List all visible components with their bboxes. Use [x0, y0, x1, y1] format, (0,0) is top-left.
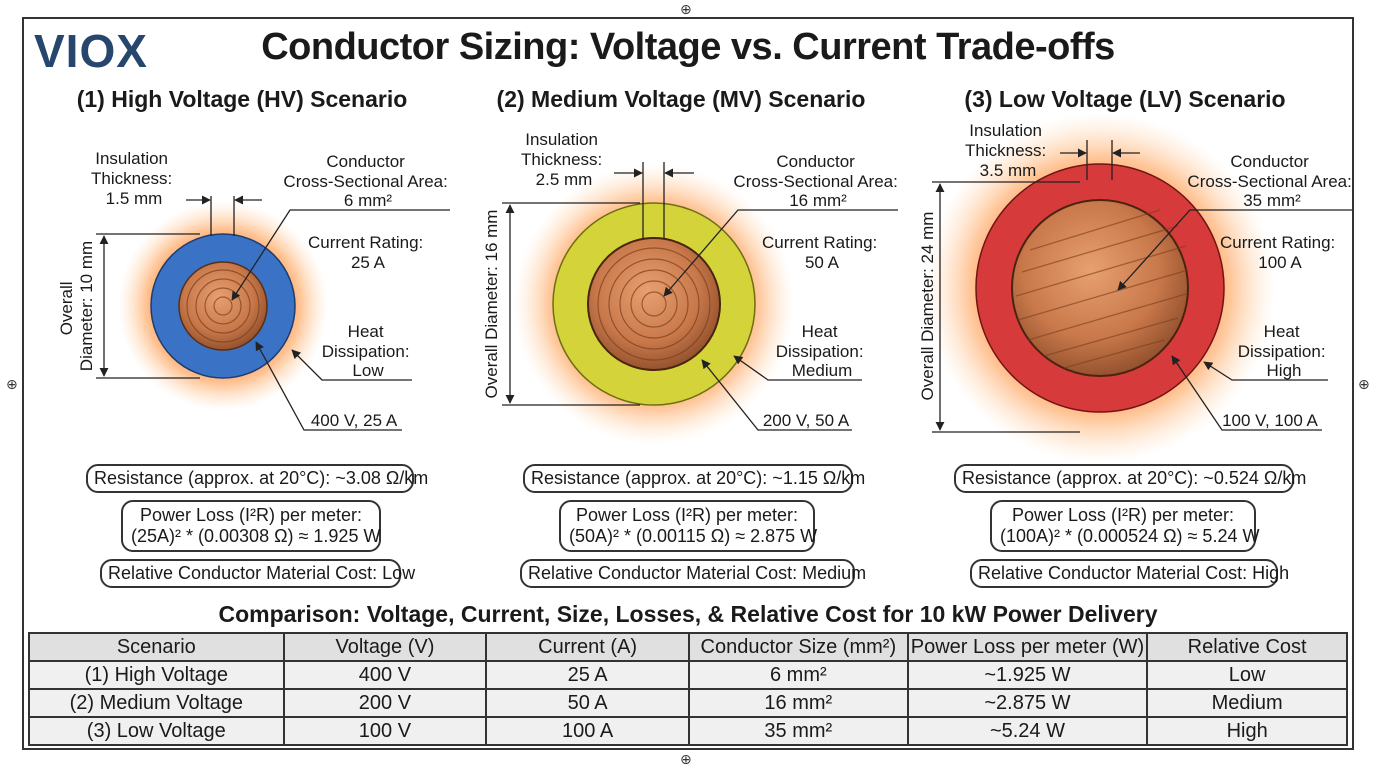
lv-power-loss-line1: Power Loss (I²R) per meter: [1011, 505, 1235, 525]
lv-conductor [1011, 199, 1189, 377]
cell-conductor-size: 35 mm² [687, 716, 909, 746]
page-title: Conductor Sizing: Voltage vs. Current Tr… [261, 26, 1115, 68]
hv-heat-label: Heat Dissipation: Low [322, 322, 415, 380]
cell-power-loss: ~2.875 W [906, 688, 1149, 718]
lv-diagram: Insulation Thickness: 3.5 mm Overall Dia… [918, 113, 1356, 463]
table-row: (2) Medium Voltage 200 V 50 A 16 mm² ~2.… [28, 688, 1348, 718]
mv-conductor [587, 237, 721, 371]
lv-power-loss: Power Loss (I²R) per meter: (100A)² * (0… [990, 500, 1260, 552]
cell-scenario: (1) High Voltage [28, 660, 285, 690]
mv-strands [597, 247, 711, 361]
cell-conductor-size: 16 mm² [687, 688, 909, 718]
cell-conductor-size: 6 mm² [687, 660, 909, 690]
cable-cross-section-diagrams: Insulation Thickness: 1.5 mm Overall Dia… [57, 113, 1356, 463]
cell-power-loss: ~5.24 W [906, 716, 1149, 746]
lv-material-cost: Relative Conductor Material Cost: High [970, 559, 1289, 588]
registration-mark-top: ⊕ [680, 1, 692, 17]
mv-scenario-title: (2) Medium Voltage (MV) Scenario [496, 86, 866, 112]
hv-diameter-label: Overall Diameter: 10 mm [57, 241, 96, 371]
cell-voltage: 400 V [282, 660, 488, 690]
header-power-loss: Power Loss per meter (W) [906, 632, 1149, 662]
cell-relative-cost: Medium [1146, 688, 1348, 718]
registration-mark-right: ⊕ [1358, 376, 1370, 392]
mv-diameter-label: Overall Diameter: 16 mm [482, 210, 501, 399]
mv-power-loss-line1: Power Loss (I²R) per meter: [575, 505, 799, 525]
cell-scenario: (3) Low Voltage [28, 716, 285, 746]
header-conductor-size: Conductor Size (mm²) [687, 632, 909, 662]
cell-current: 50 A [485, 688, 690, 718]
lv-diameter-label: Overall Diameter: 24 mm [918, 212, 937, 401]
mv-insulation-label: Insulation Thickness: 2.5 mm [521, 130, 607, 189]
cell-current: 100 A [485, 716, 690, 746]
mv-heat-label: Heat Dissipation: Medium [776, 322, 869, 380]
hv-power-loss-line2: (25A)² * (0.00308 Ω) ≈ 1.925 W [131, 526, 381, 546]
table-header-row: Scenario Voltage (V) Current (A) Conduct… [28, 632, 1348, 662]
mv-power-loss: Power Loss (I²R) per meter: (50A)² * (0.… [559, 500, 818, 552]
lv-power-loss-line2: (100A)² * (0.000524 Ω) ≈ 5.24 W [1000, 526, 1260, 546]
header-scenario: Scenario [28, 632, 285, 662]
lv-insulation-label: Insulation Thickness: 3.5 mm [965, 121, 1051, 180]
mv-diagram: Insulation Thickness: 2.5 mm Overall Dia… [482, 130, 902, 444]
mv-area-label: Conductor Cross-Sectional Area: 16 mm² [733, 152, 902, 210]
header-relative-cost: Relative Cost [1146, 632, 1348, 662]
cell-relative-cost: Low [1146, 660, 1348, 690]
cell-relative-cost: High [1146, 716, 1348, 746]
mv-material-cost: Relative Conductor Material Cost: Medium [520, 559, 866, 588]
registration-mark-bottom: ⊕ [680, 751, 692, 767]
cell-voltage: 100 V [282, 716, 488, 746]
table-row: (3) Low Voltage 100 V 100 A 35 mm² ~5.24… [28, 716, 1348, 746]
hv-strands [186, 269, 260, 343]
hv-current-label: Current Rating: 25 A [308, 233, 428, 272]
hv-operating-point: 400 V, 25 A [311, 411, 398, 430]
hv-resistance: Resistance (approx. at 20°C): ~3.08 Ω/km [86, 464, 428, 493]
comparison-title: Comparison: Voltage, Current, Size, Loss… [218, 601, 1158, 627]
lv-strands [1015, 209, 1189, 369]
lv-area-label: Conductor Cross-Sectional Area: 35 mm² [1187, 152, 1356, 210]
lv-resistance: Resistance (approx. at 20°C): ~0.524 Ω/k… [954, 464, 1306, 493]
mv-resistance: Resistance (approx. at 20°C): ~1.15 Ω/km [523, 464, 865, 493]
cell-power-loss: ~1.925 W [906, 660, 1149, 690]
registration-mark-left: ⊕ [6, 376, 18, 392]
comparison-table: Scenario Voltage (V) Current (A) Conduct… [28, 632, 1348, 746]
hv-area-label: Conductor Cross-Sectional Area: 6 mm² [283, 152, 452, 210]
hv-insulation-label: Insulation Thickness: 1.5 mm [91, 149, 177, 208]
hv-conductor [178, 261, 268, 351]
mv-power-loss-line2: (50A)² * (0.00115 Ω) ≈ 2.875 W [569, 526, 818, 546]
mv-operating-point: 200 V, 50 A [763, 411, 850, 430]
header-current: Current (A) [485, 632, 690, 662]
table-row: (1) High Voltage 400 V 25 A 6 mm² ~1.925… [28, 660, 1348, 690]
lv-scenario-title: (3) Low Voltage (LV) Scenario [964, 86, 1286, 112]
hv-power-loss: Power Loss (I²R) per meter: (25A)² * (0.… [121, 500, 381, 552]
hv-power-loss-line1: Power Loss (I²R) per meter: [139, 505, 363, 525]
cell-current: 25 A [485, 660, 690, 690]
page-frame [22, 17, 1354, 750]
cell-voltage: 200 V [282, 688, 488, 718]
header-voltage: Voltage (V) [282, 632, 488, 662]
brand-logo: VIOX [34, 25, 148, 77]
hv-scenario-title: (1) High Voltage (HV) Scenario [76, 86, 408, 112]
lv-current-label: Current Rating: 100 A [1220, 233, 1340, 272]
lv-heat-label: Heat Dissipation: High [1238, 322, 1331, 380]
hv-material-cost: Relative Conductor Material Cost: Low [100, 559, 415, 588]
lv-operating-point: 100 V, 100 A [1222, 411, 1318, 430]
mv-current-label: Current Rating: 50 A [762, 233, 882, 272]
cell-scenario: (2) Medium Voltage [28, 688, 285, 718]
hv-diagram: Insulation Thickness: 1.5 mm Overall Dia… [57, 149, 452, 431]
